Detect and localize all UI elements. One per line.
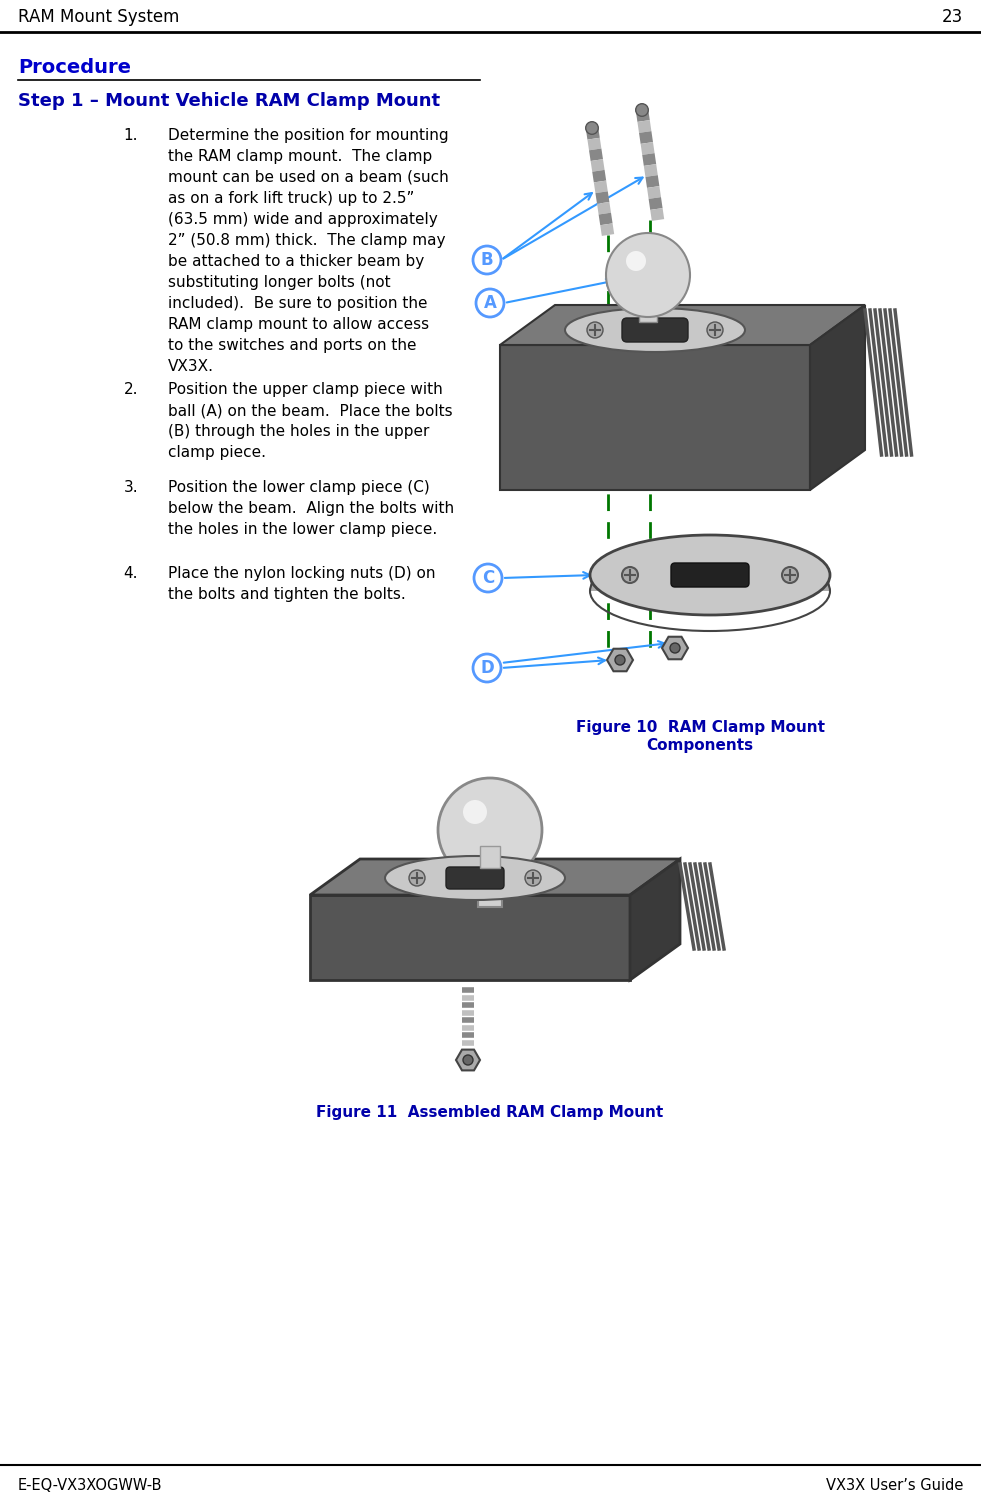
Circle shape <box>606 233 690 317</box>
FancyBboxPatch shape <box>671 563 749 587</box>
Circle shape <box>626 251 646 272</box>
Circle shape <box>587 322 603 337</box>
Text: D: D <box>480 658 493 676</box>
Polygon shape <box>456 1050 480 1070</box>
Text: Figure 10  RAM Clamp Mount: Figure 10 RAM Clamp Mount <box>576 720 824 735</box>
Text: E-EQ-VX3XOGWW-B: E-EQ-VX3XOGWW-B <box>18 1478 163 1493</box>
Polygon shape <box>310 858 680 894</box>
Circle shape <box>476 290 504 317</box>
Text: A: A <box>484 294 496 312</box>
Circle shape <box>670 643 680 652</box>
Polygon shape <box>500 345 810 490</box>
FancyBboxPatch shape <box>622 318 688 342</box>
Circle shape <box>636 103 648 116</box>
Text: 3.: 3. <box>124 481 138 496</box>
Circle shape <box>622 567 638 582</box>
Circle shape <box>525 870 541 885</box>
Polygon shape <box>630 858 680 979</box>
Circle shape <box>782 567 798 582</box>
Text: Place the nylon locking nuts (D) on
the bolts and tighten the bolts.: Place the nylon locking nuts (D) on the … <box>168 566 436 602</box>
Polygon shape <box>500 305 865 345</box>
Polygon shape <box>310 894 630 979</box>
Circle shape <box>463 1056 473 1065</box>
Text: Determine the position for mounting
the RAM clamp mount.  The clamp
mount can be: Determine the position for mounting the … <box>168 128 448 375</box>
Circle shape <box>474 564 502 593</box>
Circle shape <box>438 778 542 882</box>
Text: Step 1 – Mount Vehicle RAM Clamp Mount: Step 1 – Mount Vehicle RAM Clamp Mount <box>18 93 440 110</box>
Polygon shape <box>810 305 865 490</box>
Circle shape <box>473 654 501 682</box>
Text: B: B <box>481 251 493 269</box>
Text: 23: 23 <box>942 7 963 25</box>
FancyBboxPatch shape <box>446 867 504 888</box>
Text: Components: Components <box>646 738 753 752</box>
Circle shape <box>586 122 598 134</box>
Polygon shape <box>590 575 830 591</box>
Ellipse shape <box>385 855 565 900</box>
Circle shape <box>463 800 487 824</box>
Bar <box>480 847 500 867</box>
Text: Figure 11  Assembled RAM Clamp Mount: Figure 11 Assembled RAM Clamp Mount <box>317 1105 663 1120</box>
Circle shape <box>707 322 723 337</box>
Text: Position the lower clamp piece (C)
below the beam.  Align the bolts with
the hol: Position the lower clamp piece (C) below… <box>168 481 454 537</box>
Bar <box>639 293 657 322</box>
Bar <box>478 882 502 908</box>
Text: Position the upper clamp piece with
ball (A) on the beam.  Place the bolts
(B) t: Position the upper clamp piece with ball… <box>168 382 452 460</box>
Ellipse shape <box>590 534 830 615</box>
Polygon shape <box>607 649 633 672</box>
Circle shape <box>409 870 425 885</box>
Text: VX3X User’s Guide: VX3X User’s Guide <box>826 1478 963 1493</box>
Text: 2.: 2. <box>124 382 138 397</box>
Ellipse shape <box>565 308 745 352</box>
Text: RAM Mount System: RAM Mount System <box>18 7 180 25</box>
Text: C: C <box>482 569 494 587</box>
Text: 1.: 1. <box>124 128 138 143</box>
Text: Procedure: Procedure <box>18 58 131 78</box>
Polygon shape <box>662 636 688 660</box>
Circle shape <box>615 655 625 664</box>
Circle shape <box>473 246 501 275</box>
Text: 4.: 4. <box>124 566 138 581</box>
